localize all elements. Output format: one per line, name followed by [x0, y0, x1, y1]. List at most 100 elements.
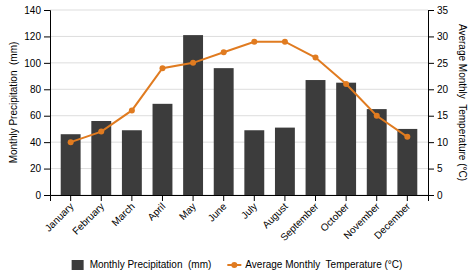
bar [214, 68, 234, 195]
bar [275, 128, 295, 195]
tick-label: 20 [30, 163, 42, 174]
tick-label: May [177, 201, 198, 222]
bar [153, 104, 173, 195]
marker [313, 55, 319, 61]
tick-mark [162, 195, 163, 201]
line [71, 42, 408, 142]
grid-line [50, 36, 428, 37]
tick: March [109, 195, 136, 228]
tick: June [206, 195, 229, 224]
tick-label: July [239, 201, 259, 221]
tick: December [372, 195, 413, 241]
tick-label: 100 [24, 58, 41, 69]
tick: 80 [30, 84, 50, 95]
bar [122, 130, 142, 195]
bar [397, 129, 417, 195]
axis-line [51, 196, 429, 202]
tick-mark [428, 142, 434, 143]
bar-series [61, 35, 418, 195]
tick-mark [44, 169, 50, 170]
tick: 10 [428, 137, 449, 148]
tick-mark [407, 195, 408, 201]
tick: 40 [30, 137, 50, 148]
tick-mark [70, 195, 71, 201]
bar [244, 130, 264, 195]
tick-label: February [70, 201, 106, 237]
tick-mark [428, 63, 434, 64]
tick-mark [428, 36, 434, 37]
tick: September [278, 195, 321, 243]
tick: August [260, 195, 290, 230]
y2-axis: 0 5 10 15 20 25 30 35 [428, 5, 449, 201]
tick: 120 [24, 31, 50, 42]
legend: Monthly Precipitation (mm) Average Monthl… [72, 259, 403, 270]
bar [91, 121, 111, 195]
tick-mark [254, 195, 255, 201]
plot: JanuaryFebruaryMarchAprilMayJuneJulyAugu… [24, 5, 448, 243]
marker [374, 113, 380, 119]
tick-mark [428, 89, 434, 90]
tick-mark [315, 195, 316, 201]
tick-mark [193, 195, 194, 201]
tick-mark [428, 10, 434, 11]
tick: 20 [30, 163, 50, 174]
tick: July [239, 195, 259, 221]
markers [68, 39, 411, 145]
tick-label: 120 [24, 31, 41, 42]
tick-label: 30 [437, 31, 449, 42]
tick-label: 0 [437, 190, 443, 201]
tick-label: 0 [35, 190, 41, 201]
tick-label: 15 [437, 110, 449, 121]
tick: 25 [428, 58, 449, 69]
bar [183, 35, 203, 195]
tick-mark [44, 142, 50, 143]
legend-item: Average Monthly Temperature (°C) [227, 259, 402, 270]
tick-mark [376, 195, 377, 201]
marker [221, 49, 227, 55]
tick-mark [44, 63, 50, 64]
tick-mark [44, 89, 50, 90]
marks [61, 35, 418, 195]
tick: 20 [428, 84, 449, 95]
tick: 60 [30, 110, 50, 121]
tick-mark [44, 195, 50, 196]
y2-axis-title: Average Monthly Temperature (°C) [457, 24, 468, 181]
tick-label: August [260, 201, 290, 231]
tick-mark [428, 169, 434, 170]
marker [98, 129, 104, 135]
tick: 0 [35, 190, 50, 201]
tick-mark [346, 195, 347, 201]
tick-label: 40 [30, 137, 42, 148]
bar [306, 80, 326, 195]
tick: February [70, 195, 106, 237]
y-axis: 0 20 40 60 80 100 120 140 [24, 5, 50, 201]
marker [159, 65, 165, 71]
bar [336, 83, 356, 195]
bar [367, 109, 387, 195]
tick-mark [284, 195, 285, 201]
marker [129, 107, 135, 113]
x-axis: JanuaryFebruaryMarchAprilMayJuneJulyAugu… [43, 195, 429, 243]
tick: 35 [428, 5, 449, 16]
tick-label: 10 [437, 137, 449, 148]
tick-mark [44, 10, 50, 11]
tick: May [177, 195, 198, 222]
tick-mark [44, 116, 50, 117]
tick-mark [101, 195, 102, 201]
tick-mark [428, 116, 434, 117]
tick: 140 [24, 5, 50, 16]
tick: 15 [428, 110, 449, 121]
tick-label: 60 [30, 110, 42, 121]
grid-line [50, 62, 428, 63]
tick-mark [223, 195, 224, 201]
tick-label: 35 [437, 5, 449, 16]
tick-mark [428, 195, 434, 196]
grid-line [50, 10, 428, 11]
tick: 0 [428, 190, 443, 201]
tick: April [146, 195, 168, 223]
legend-item: Monthly Precipitation (mm) [72, 259, 212, 270]
legend-swatch [72, 260, 84, 270]
tick-label: 5 [437, 163, 443, 174]
tick: 100 [24, 58, 50, 69]
marker [68, 139, 74, 145]
